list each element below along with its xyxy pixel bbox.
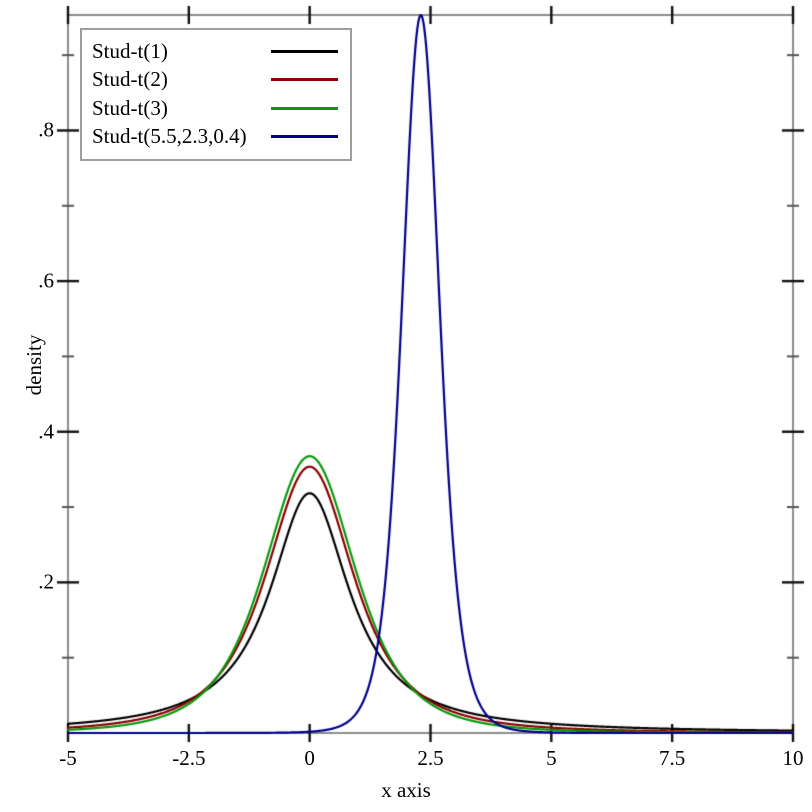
y-tick-label: .8 <box>38 117 54 142</box>
y-axis-title: density <box>21 334 46 396</box>
y-tick-label: .2 <box>38 569 54 594</box>
y-tick-label: .6 <box>38 268 54 293</box>
legend-line-sample <box>271 135 338 139</box>
x-tick-label: 10 <box>782 746 804 770</box>
legend-item: Stud-t(5.5,2.3,0.4) <box>92 123 338 152</box>
x-tick-label: -5 <box>59 746 77 770</box>
legend-item: Stud-t(1) <box>92 37 338 66</box>
x-tick-label: 2.5 <box>417 746 444 770</box>
x-tick-label: 7.5 <box>659 746 686 770</box>
y-tick-label: .4 <box>38 419 54 444</box>
legend-label: Stud-t(3) <box>92 95 168 120</box>
legend-item: Stud-t(2) <box>92 66 338 95</box>
legend-item: Stud-t(3) <box>92 94 338 123</box>
x-tick-label: 5 <box>546 746 557 770</box>
x-axis-title: x axis <box>381 778 431 802</box>
x-tick-label: 0 <box>304 746 315 770</box>
legend: Stud-t(1) Stud-t(2) Stud-t(3) Stud-t(5.5… <box>80 28 352 161</box>
legend-label: Stud-t(1) <box>92 38 168 63</box>
legend-label: Stud-t(5.5,2.3,0.4) <box>92 124 247 149</box>
legend-line-sample <box>271 106 338 110</box>
x-tick-label: -2.5 <box>172 746 206 770</box>
legend-line-sample <box>271 49 338 53</box>
legend-line-sample <box>271 78 338 82</box>
legend-label: Stud-t(2) <box>92 67 168 92</box>
